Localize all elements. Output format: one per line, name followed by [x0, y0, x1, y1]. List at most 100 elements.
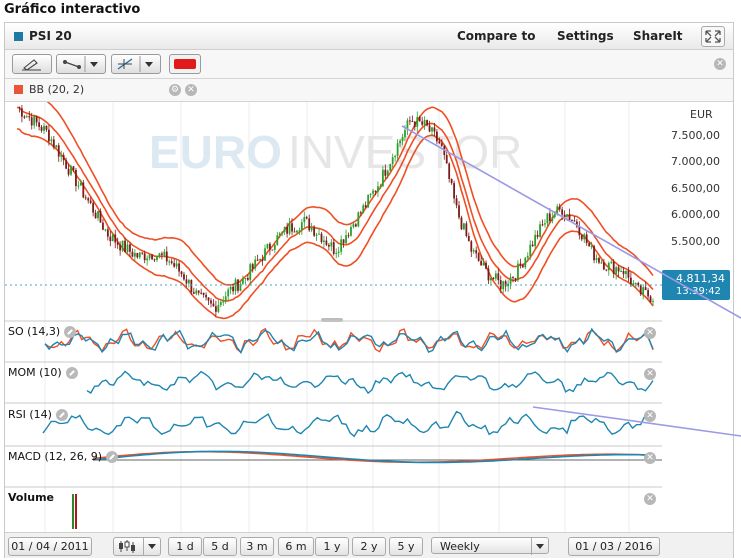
candle-body	[541, 224, 544, 226]
candle-body	[278, 233, 281, 236]
rsi-close-icon[interactable]: ✕	[644, 410, 656, 422]
candle-body	[571, 220, 573, 222]
candle-body	[75, 169, 77, 186]
candle-body	[300, 222, 303, 231]
candle-body	[497, 273, 500, 281]
indicator-remove-icon[interactable]: ✕	[185, 84, 197, 96]
last-time: 13:39:42	[676, 286, 721, 297]
candle-body	[345, 235, 347, 244]
end-date-field[interactable]: 01 / 03 / 2016	[568, 537, 660, 556]
candle-body	[219, 301, 222, 306]
line-tool-dropdown[interactable]	[56, 54, 106, 74]
range-6m-button[interactable]: 6 m	[278, 537, 314, 556]
axis-tick-label: 7.500,00	[671, 129, 720, 142]
candle-body	[288, 223, 291, 234]
settings-button[interactable]: Settings	[557, 29, 614, 43]
candle-body	[413, 121, 416, 127]
red-color-swatch	[174, 59, 196, 69]
macd-settings-icon[interactable]	[106, 451, 119, 463]
candle-body	[271, 249, 274, 251]
volume-label: Volume	[8, 491, 54, 504]
candle-body	[227, 289, 230, 297]
candle-body	[563, 214, 566, 217]
candle-body	[62, 155, 65, 161]
range-5d-button[interactable]: 5 d	[203, 537, 237, 556]
candle-body	[65, 160, 68, 169]
interval-dropdown[interactable]: Weekly	[431, 537, 549, 555]
candle-body	[494, 273, 497, 279]
clear-drawings-close-icon[interactable]: ✕	[714, 58, 726, 70]
candle-body	[131, 251, 134, 257]
candle-body	[205, 294, 207, 298]
candle-body	[305, 217, 308, 219]
candle-body	[504, 281, 507, 287]
range-3m-button[interactable]: 3 m	[240, 537, 274, 556]
candle-body	[418, 117, 421, 122]
range-1y-button[interactable]: 1 y	[315, 537, 349, 556]
shareit-button[interactable]: ShareIt	[633, 29, 683, 43]
rsi-panel-header: RSI (14)	[8, 408, 68, 421]
candle-body	[251, 264, 254, 269]
so-settings-icon[interactable]	[64, 326, 77, 338]
candle-body	[55, 145, 58, 148]
axis-tick-label: 7.000,00	[671, 155, 720, 168]
candle-body	[524, 257, 527, 268]
candle-body	[379, 186, 382, 188]
candle-body	[40, 126, 43, 131]
candle-body	[52, 139, 55, 148]
candle-body	[43, 125, 45, 131]
volume-close-icon[interactable]: ✕	[644, 493, 656, 505]
candle-body	[84, 197, 87, 199]
chart-area[interactable]: EURO INVESTOR SO (14,3) MOM (10) RSI (14…	[5, 102, 662, 532]
candle-body	[273, 245, 276, 250]
candle-body	[350, 226, 352, 236]
range-1d-button[interactable]: 1 d	[168, 537, 202, 556]
candle-body	[180, 271, 183, 275]
macd-label: MACD (12, 26, 9)	[8, 450, 103, 463]
candle-body	[207, 297, 210, 301]
drawing-color-picker[interactable]	[169, 54, 201, 74]
candle-body	[408, 120, 411, 122]
start-date-field[interactable]: 01 / 04 / 2011	[8, 537, 92, 556]
candle-body	[612, 261, 615, 274]
candle-body	[578, 226, 581, 236]
candle-body	[23, 116, 26, 118]
candle-body	[502, 281, 505, 290]
candle-body	[485, 262, 487, 269]
mom-settings-icon[interactable]	[65, 367, 78, 379]
candle-body	[129, 244, 131, 252]
candle-body	[428, 125, 431, 132]
candle-body	[593, 246, 595, 261]
candle-body	[480, 260, 483, 266]
range-5y-button[interactable]: 5 y	[389, 537, 423, 556]
candle-body	[600, 262, 603, 264]
candle-body	[237, 279, 239, 291]
candle-body	[163, 251, 166, 255]
chart-type-dropdown[interactable]	[113, 537, 161, 556]
candle-body	[359, 212, 362, 214]
so-close-icon[interactable]: ✕	[644, 327, 656, 339]
compare-to-button[interactable]: Compare to	[457, 29, 536, 43]
rsi-settings-icon[interactable]	[55, 409, 68, 421]
candle-body	[156, 256, 158, 261]
bollinger-bands-label: BB (20, 2)	[29, 83, 85, 96]
price-chart-svg[interactable]: EURO INVESTOR	[5, 102, 662, 532]
candle-body	[266, 243, 269, 249]
candle-body	[192, 292, 195, 294]
pen-tool-button[interactable]	[12, 54, 52, 74]
indicator-settings-icon[interactable]: ⚙	[169, 84, 181, 96]
candle-body	[246, 277, 249, 280]
candle-body	[165, 251, 168, 262]
candle-body	[440, 143, 443, 146]
fullscreen-button[interactable]	[701, 26, 725, 47]
mom-close-icon[interactable]: ✕	[644, 368, 656, 380]
candle-body	[364, 205, 367, 208]
candle-body	[146, 258, 149, 261]
range-2y-button[interactable]: 2 y	[352, 537, 386, 556]
fibonacci-tool-dropdown[interactable]	[111, 54, 161, 74]
candle-body	[625, 270, 627, 275]
candle-body	[77, 185, 80, 187]
candle-body	[212, 303, 215, 307]
candle-body	[269, 243, 271, 250]
macd-close-icon[interactable]: ✕	[644, 452, 656, 464]
